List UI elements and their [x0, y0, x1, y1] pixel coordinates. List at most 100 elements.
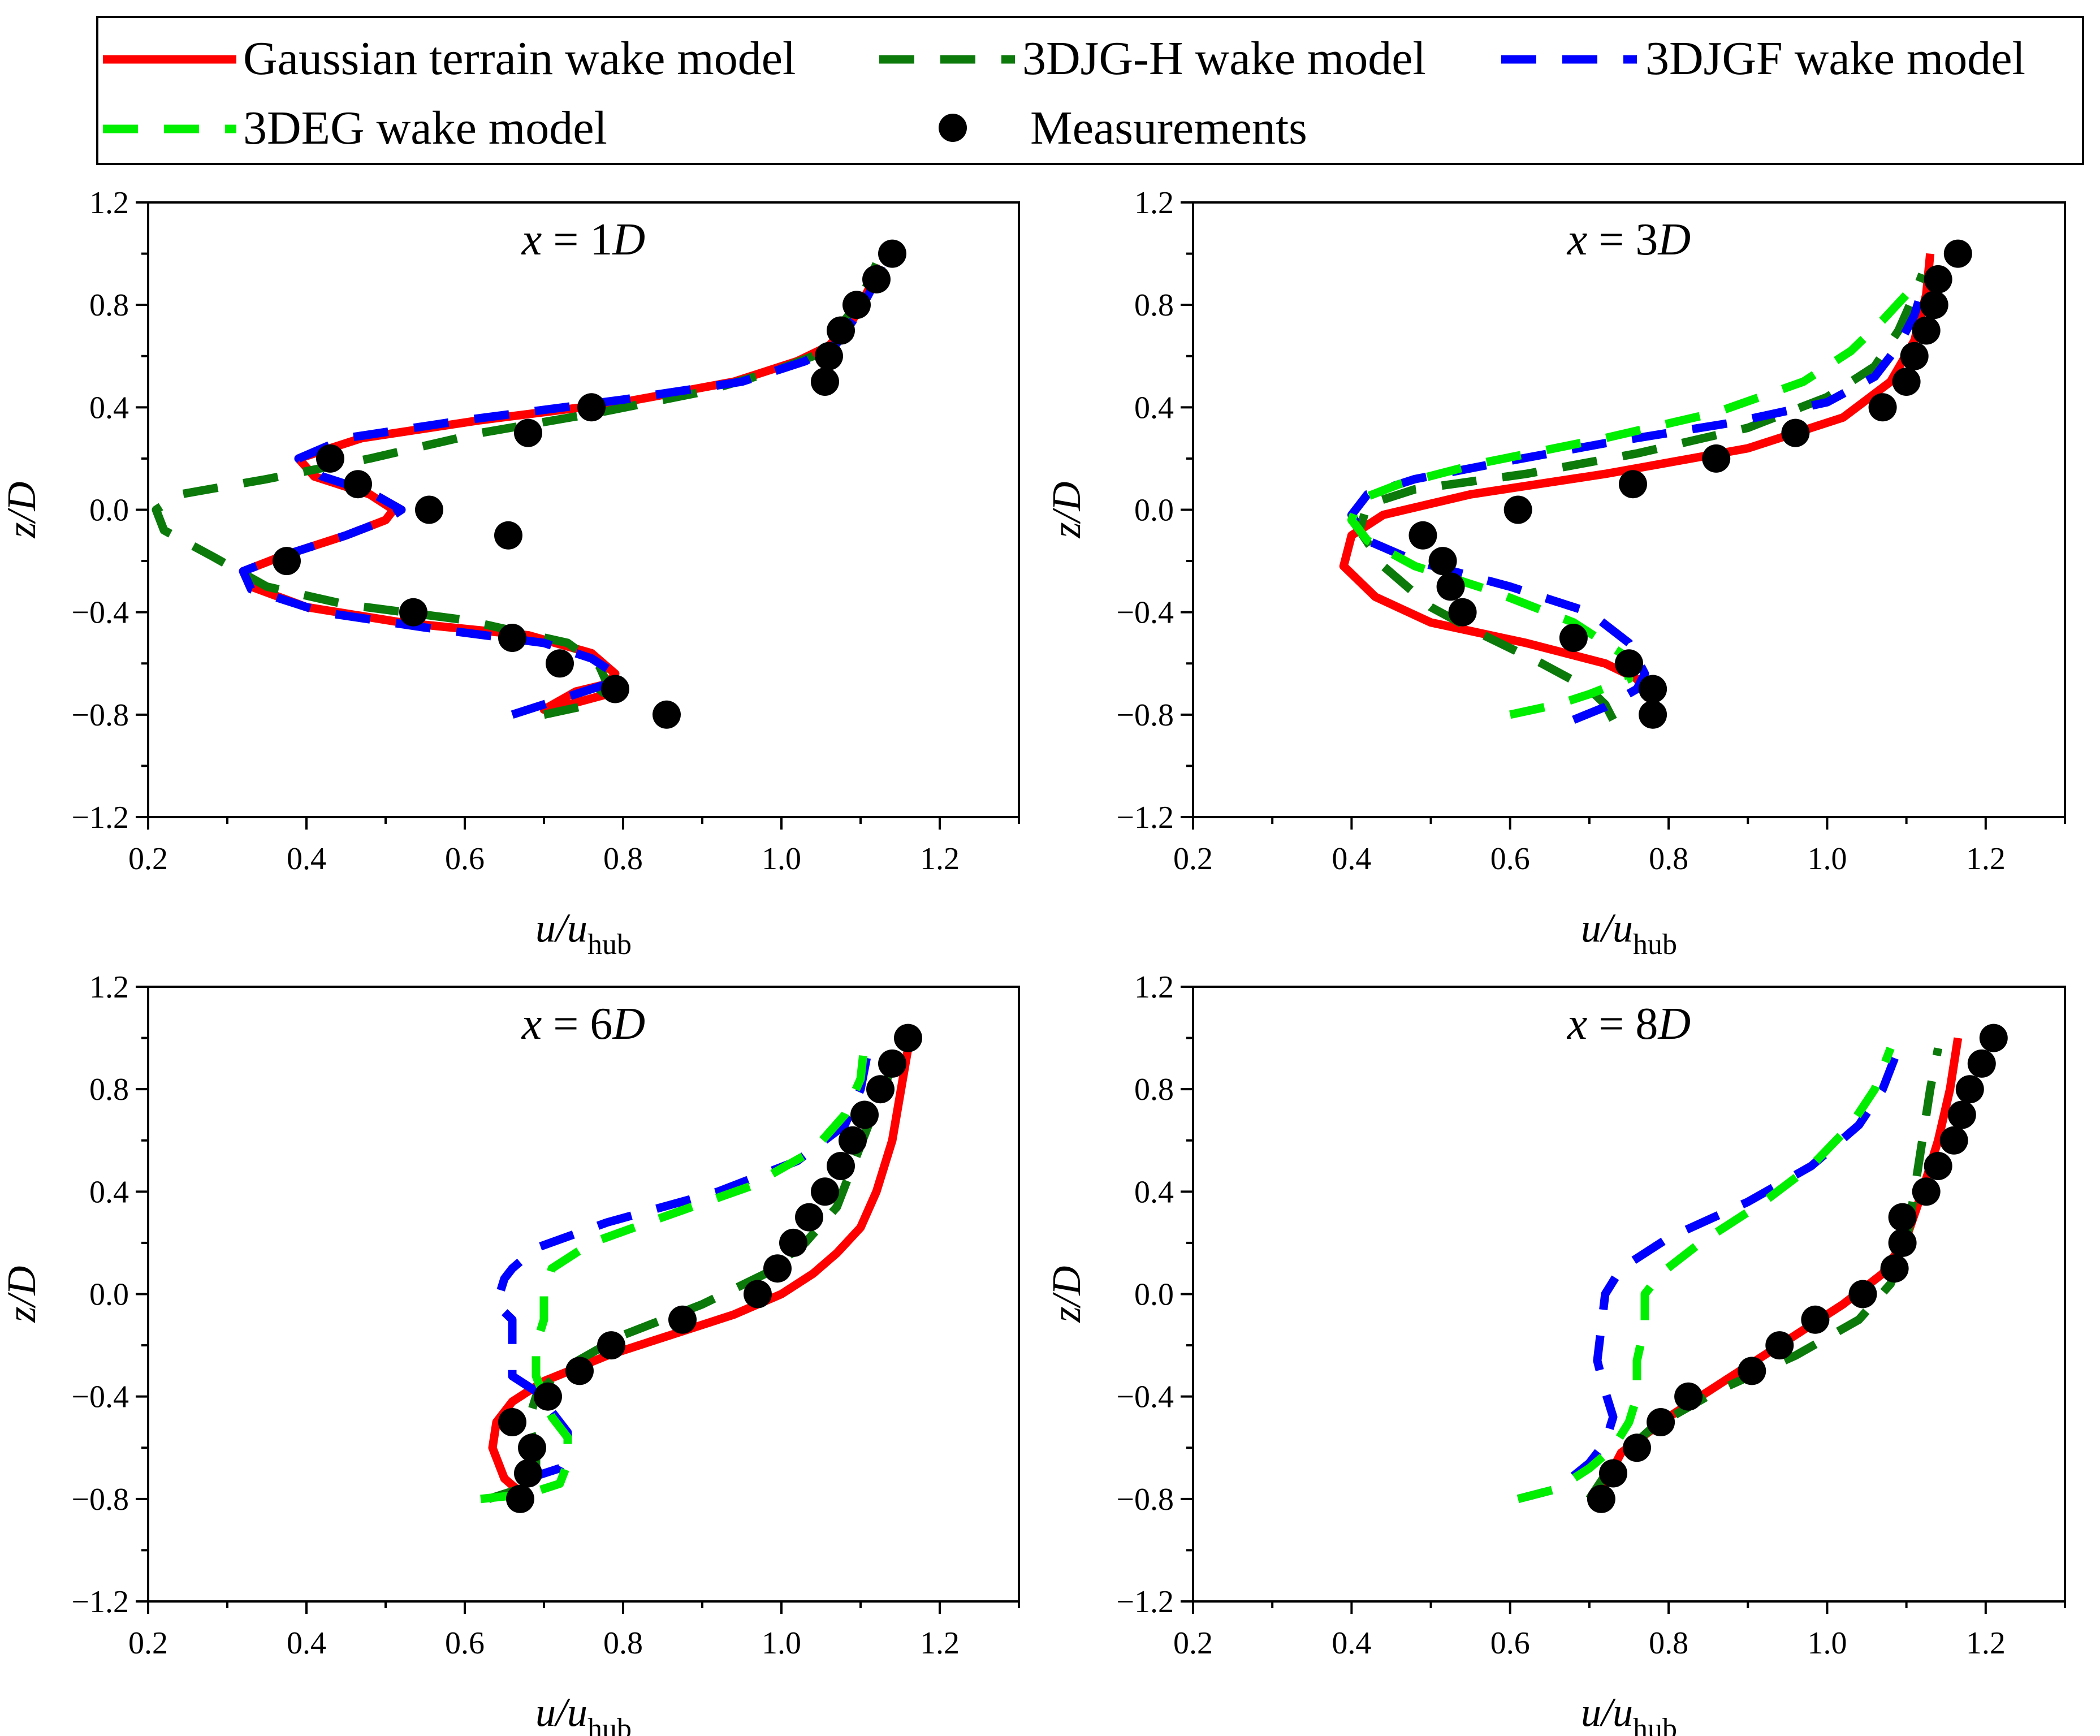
measurement-point: [1639, 675, 1667, 703]
y-tick-label: 0.8: [89, 288, 129, 323]
x-tick-label: 1.0: [762, 841, 801, 876]
y-tick-label: 1.2: [89, 185, 129, 221]
legend-label-gaussian: Gaussian terrain wake model: [243, 32, 796, 85]
measurement-point: [546, 649, 574, 678]
x-axis-label: u/uhub: [1581, 905, 1677, 961]
x-tick-label: 0.6: [1490, 841, 1530, 876]
measurement-point: [1947, 1100, 1976, 1129]
panels: 0.2 0.4 0.6 0.8 1.0 1.2 1.2 0.8 0.4 0.0 −0.4 −0.8 −1…: [0, 185, 2066, 1736]
measurement-point: [1647, 1408, 1675, 1436]
measurement-point: [494, 521, 522, 550]
measurement-point: [1408, 521, 1437, 550]
measurement-point: [1848, 1280, 1877, 1309]
measurement-point: [827, 1152, 855, 1180]
y-tick-label: −0.4: [1116, 1380, 1174, 1415]
y-tick-label: 0.8: [89, 1072, 129, 1107]
y-tick-label: 0.0: [89, 493, 129, 528]
panel-2: 0.2 0.4 0.6 0.8 1.0 1.2 1.2 0.8 0.4 0.0 −0.4 −0.8 −1…: [1044, 185, 2066, 961]
y-tick-label: 0.0: [1134, 493, 1174, 528]
y-tick-label: −1.2: [71, 1584, 129, 1620]
measurement-point: [744, 1280, 772, 1309]
measurement-point: [316, 444, 344, 473]
x-tick-label: 0.2: [1173, 841, 1213, 876]
measurement-point: [811, 368, 839, 396]
y-axis-label: z/D: [0, 1266, 44, 1323]
x-axis-label: u/uhub: [535, 1690, 632, 1736]
measurement-point: [1943, 239, 1972, 268]
measurement-point: [862, 265, 891, 293]
measurement-point: [1428, 547, 1457, 576]
y-tick-label: −0.8: [71, 1482, 129, 1517]
y-tick-label: 0.8: [1134, 288, 1174, 323]
measurement-point: [850, 1100, 879, 1129]
measurement-point: [498, 1408, 526, 1436]
measurement-point: [1880, 1254, 1909, 1283]
plot-frame: [147, 201, 1020, 818]
panel-title: x = 6D: [521, 999, 645, 1049]
measurement-point: [653, 700, 681, 729]
y-tick-label: −1.2: [71, 800, 129, 835]
measurement-point: [779, 1228, 807, 1257]
measurement-point: [1888, 1203, 1917, 1232]
measurement-point: [1781, 418, 1810, 447]
measurement-point: [597, 1331, 625, 1360]
measurement-point: [795, 1203, 823, 1232]
measurement-point: [811, 1177, 839, 1206]
y-tick-label: 1.2: [89, 970, 129, 1005]
measurement-point: [878, 239, 906, 268]
x-tick-label: 0.4: [287, 841, 326, 876]
measurement-point: [1924, 265, 1952, 293]
panel-1: 0.2 0.4 0.6 0.8 1.0 1.2 1.2 0.8 0.4 0.0 −0.4 −0.8 −1…: [0, 185, 1020, 961]
measurement-point: [842, 291, 871, 319]
measurement-point: [878, 1049, 906, 1078]
x-tick-label: 1.0: [1807, 841, 1847, 876]
x-tick-label: 0.2: [128, 841, 168, 876]
x-tick-label: 1.2: [1966, 1626, 2006, 1661]
y-tick-label: 0.0: [89, 1277, 129, 1312]
measurement-point: [1967, 1049, 1996, 1078]
x-tick-label: 0.6: [1490, 1626, 1530, 1661]
measurement-point: [815, 342, 843, 370]
x-tick-label: 0.8: [1649, 1626, 1688, 1661]
measurement-point: [1674, 1382, 1703, 1411]
measurement-point: [514, 1459, 542, 1488]
measurement-point: [1599, 1459, 1627, 1488]
y-axis-label: z/D: [0, 481, 44, 538]
y-tick-label: −0.4: [71, 1380, 129, 1415]
series-line-3djg-h-wake-model: [487, 1047, 901, 1503]
measurement-point: [763, 1254, 792, 1283]
y-tick-label: −0.8: [71, 698, 129, 733]
series-line-3djg-h-wake-model: [1355, 273, 1926, 722]
measurement-point: [1900, 342, 1929, 370]
panel-3: 0.2 0.4 0.6 0.8 1.0 1.2 1.2 0.8 0.4 0.0 −0.4 −0.8 −1…: [0, 970, 1020, 1736]
legend: Gaussian terrain wake model 3DJG-H wake …: [96, 16, 2084, 165]
series-line-3deg-wake-model: [1516, 1046, 1895, 1504]
measurement-point: [1623, 1433, 1651, 1462]
legend-label-measurements: Measurements: [1030, 102, 1307, 154]
x-tick-label: 1.0: [762, 1626, 801, 1661]
measurement-point: [1615, 649, 1643, 678]
series-line-gaussian-terrain-wake-model: [488, 1047, 913, 1502]
measurement-point: [577, 393, 606, 422]
measurement-point: [399, 598, 427, 627]
measurement-point: [827, 316, 855, 345]
measurement-point: [415, 495, 443, 524]
y-axis-label: z/D: [1044, 481, 1089, 538]
panel-title: x = 8D: [1567, 999, 1691, 1049]
measurement-point: [1702, 444, 1731, 473]
legend-label-3djgf: 3DJGF wake model: [1645, 32, 2025, 85]
measurement-point: [1801, 1305, 1830, 1334]
x-tick-label: 0.2: [1173, 1626, 1213, 1661]
series-line-3djgf-wake-model: [239, 257, 888, 719]
measurement-point: [518, 1433, 546, 1462]
series-line-3djgf-wake-model: [1516, 1046, 1903, 1504]
measurement-point: [506, 1484, 534, 1513]
x-tick-label: 1.2: [920, 841, 960, 876]
measurement-point: [498, 624, 526, 652]
x-tick-label: 0.6: [445, 1626, 485, 1661]
y-axis-label: z/D: [1044, 1266, 1089, 1323]
measurement-point: [1912, 316, 1941, 345]
y-tick-label: −1.2: [1116, 1584, 1174, 1620]
measurement-point: [344, 470, 372, 499]
